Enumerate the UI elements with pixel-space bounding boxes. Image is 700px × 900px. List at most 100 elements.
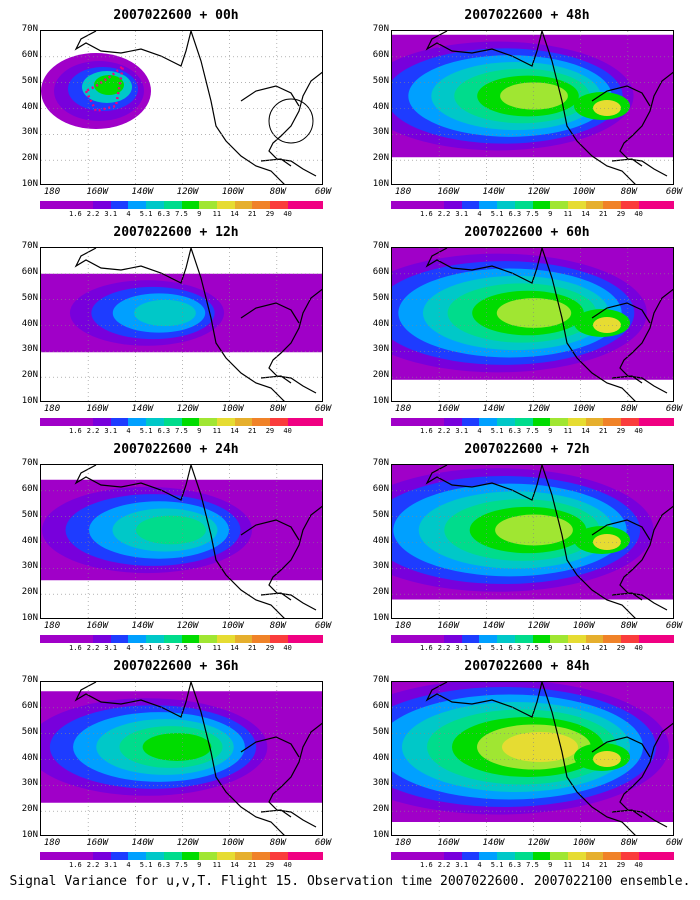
latitude-label: 40N: [21, 752, 38, 763]
colorbar-swatch: [391, 852, 409, 860]
colorbar: [40, 635, 323, 643]
colorbar-swatch: [128, 418, 147, 426]
longitude-label: 100W: [221, 404, 244, 414]
map-panel: 2007022600 + 24h 70N 60N 50N 40N 30N 20N 10N 180…: [6, 442, 346, 654]
colorbar-swatch: [585, 418, 604, 426]
colorbar-tick-label: 40: [634, 210, 643, 218]
longitude-label: 160W: [437, 621, 459, 631]
colorbar-swatch: [444, 852, 462, 860]
colorbar-swatch: [287, 201, 306, 209]
latitude-label: 20N: [372, 153, 389, 164]
colorbar-tick-label: 29: [616, 427, 626, 435]
latitude-label: 10N: [372, 179, 389, 189]
variance-contour: [136, 515, 206, 545]
panel-title: 2007022600 + 24h: [113, 442, 239, 457]
colorbar-swatch: [199, 635, 217, 643]
colorbar-tick-label: 14: [581, 861, 590, 869]
colorbar-swatch: [408, 852, 427, 860]
longitude-label: 80W: [269, 404, 286, 414]
colorbar-swatch: [75, 635, 94, 643]
colorbar-swatch: [75, 418, 94, 426]
longitude-label: 100W: [221, 187, 244, 197]
latitude-label: 60N: [372, 483, 389, 494]
latitude-label: 50N: [372, 726, 389, 737]
longitude-label: 60W: [665, 404, 683, 414]
latitude-label: 30N: [372, 344, 389, 355]
colorbar-swatch: [497, 852, 515, 860]
colorbar-swatch: [603, 852, 621, 860]
variance-contour: [495, 514, 573, 546]
longitude-label: 60W: [314, 838, 332, 848]
longitude-label: 140W: [131, 621, 154, 631]
colorbar-tick-label: 1.6: [69, 427, 82, 435]
latitude-label: 70N: [372, 458, 389, 468]
colorbar-tick-label: 7.5: [175, 644, 188, 652]
colorbar-swatch: [146, 635, 164, 643]
colorbar-tick-label: 29: [265, 861, 275, 869]
colorbar-swatch: [57, 852, 76, 860]
longitude-label: 160W: [437, 404, 459, 414]
colorbar-swatch: [40, 852, 58, 860]
colorbar-tick-label: 6.3: [157, 861, 171, 869]
variance-contour: [593, 317, 621, 333]
colorbar-tick-label: 2.2: [437, 210, 451, 218]
colorbar-tick-label: 3.1: [455, 427, 469, 435]
colorbar-swatch: [234, 418, 253, 426]
colorbar-swatch: [216, 635, 235, 643]
colorbar-swatch: [128, 635, 147, 643]
colorbar-tick-label: 21: [599, 210, 608, 218]
colorbar-tick-label: 4: [477, 210, 482, 218]
colorbar-labels: 1.6 2.2 3.1 4 5.1 6.3 7.5 9 11 14 21 29 40: [391, 210, 674, 220]
longitude-label: 160W: [86, 404, 108, 414]
colorbar-swatch: [532, 418, 551, 426]
colorbar-tick-label: 11: [212, 861, 222, 869]
colorbar-swatch: [128, 201, 147, 209]
colorbar-swatch: [532, 201, 551, 209]
figure-caption: Signal Variance for u,v,T. Flight 15. Ob…: [9, 874, 691, 889]
colorbar-swatch: [620, 201, 639, 209]
colorbar-swatch: [408, 201, 427, 209]
longitude-label: 160W: [437, 187, 459, 197]
latitude-label: 50N: [372, 509, 389, 520]
colorbar-tick-label: 7.5: [526, 427, 539, 435]
colorbar-tick-label: 5.1: [490, 210, 504, 218]
colorbar-swatch: [638, 201, 657, 209]
variance-contour: [94, 75, 124, 95]
map-panel: 2007022600 + 12h 70N 60N 50N 40N 30N 20N 10N 180…: [6, 225, 346, 437]
longitude-label: 60W: [314, 187, 332, 197]
latitude-label: 70N: [21, 24, 38, 34]
colorbar-swatch: [550, 852, 568, 860]
colorbar-tick-label: 2.2: [86, 427, 100, 435]
variance-map: [391, 464, 674, 619]
longitude-label: 180: [394, 838, 412, 848]
longitude-label: 160W: [86, 621, 108, 631]
longitude-label: 140W: [131, 404, 154, 414]
colorbar-swatch: [585, 201, 604, 209]
colorbar: [40, 852, 323, 860]
longitude-label: 80W: [269, 621, 286, 631]
longitude-label: 100W: [221, 621, 244, 631]
colorbar-swatch: [638, 852, 657, 860]
longitude-label: 100W: [221, 838, 244, 848]
colorbar-tick-label: 5.1: [139, 861, 153, 869]
colorbar-tick-label: 6.3: [508, 210, 522, 218]
panel-title: 2007022600 + 60h: [464, 225, 590, 240]
colorbar-tick-label: 21: [599, 861, 608, 869]
latitude-label: 30N: [372, 778, 389, 789]
latitude-label: 20N: [21, 804, 38, 815]
colorbar-swatch: [163, 852, 182, 860]
colorbar-swatch: [408, 635, 427, 643]
colorbar-tick-label: 21: [599, 427, 608, 435]
map-panel: 2007022600 + 36h 70N 60N 50N 40N 30N 20N 10N 180…: [6, 659, 346, 871]
colorbar-swatch: [514, 418, 533, 426]
colorbar-swatch: [408, 418, 427, 426]
colorbar-tick-label: 5.1: [139, 210, 153, 218]
latitude-label: 30N: [21, 778, 38, 789]
variance-map: [391, 30, 674, 185]
colorbar-tick-label: 14: [230, 644, 239, 652]
colorbar-swatch: [550, 418, 568, 426]
colorbar-tick-label: 40: [634, 861, 643, 869]
colorbar-tick-label: 4: [126, 644, 131, 652]
latitude-label: 70N: [21, 675, 38, 685]
colorbar-tick-label: 11: [212, 427, 222, 435]
